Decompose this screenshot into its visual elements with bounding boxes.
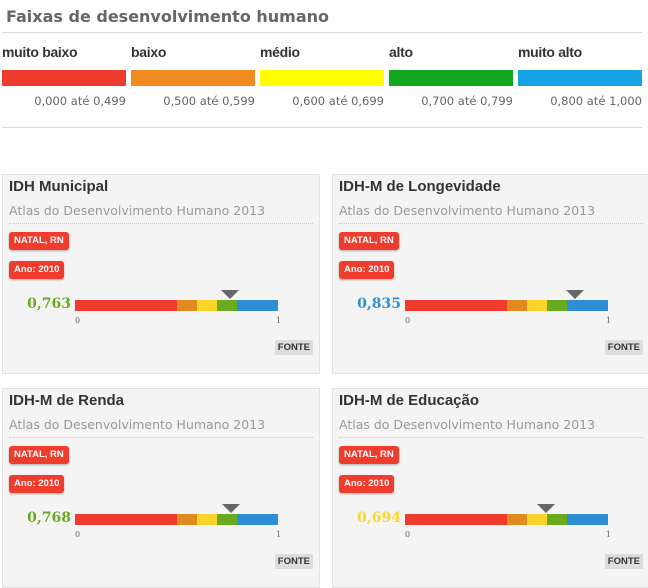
band-range: 0,800 até 1,000 bbox=[550, 94, 642, 108]
gauge-segment-medio bbox=[526, 514, 548, 525]
gauge-min-label: 0 bbox=[75, 316, 81, 325]
gauge-segment-medio bbox=[526, 300, 548, 311]
gauge-segment-muito-alto bbox=[567, 514, 608, 525]
year-badge[interactable]: Ano: 2010 bbox=[339, 475, 395, 493]
idh-value: 0,835 bbox=[357, 296, 401, 312]
band-name: muito alto bbox=[518, 44, 582, 60]
gauge-segment-alto bbox=[217, 300, 238, 311]
card-idh-renda: IDH-M de Renda Atlas do Desenvolvimento … bbox=[2, 388, 320, 588]
gauge-min-label: 0 bbox=[75, 530, 81, 539]
source-button[interactable]: FONTE bbox=[604, 554, 643, 569]
band-color-bar bbox=[389, 70, 513, 86]
gauge-max-label: 1 bbox=[606, 530, 612, 539]
card-title: IDH Municipal bbox=[9, 178, 109, 195]
gauge-segment-muito-alto bbox=[237, 514, 278, 525]
location-badge[interactable]: NATAL, RN bbox=[9, 232, 69, 250]
year-badge[interactable]: Ano: 2010 bbox=[9, 261, 65, 279]
legend-divider-bottom bbox=[2, 127, 642, 128]
gauge-max-label: 1 bbox=[276, 316, 282, 325]
location-badge[interactable]: NATAL, RN bbox=[9, 446, 69, 464]
gauge-segment-muito-baixo bbox=[405, 514, 507, 525]
idh-gauge bbox=[75, 514, 278, 525]
gauge-min-label: 0 bbox=[405, 530, 411, 539]
gauge-min-label: 0 bbox=[405, 316, 411, 325]
source-button[interactable]: FONTE bbox=[274, 554, 313, 569]
location-badge[interactable]: NATAL, RN bbox=[339, 232, 399, 250]
band-name: médio bbox=[260, 44, 300, 60]
gauge-segment-medio bbox=[196, 514, 218, 525]
year-badge[interactable]: Ano: 2010 bbox=[339, 261, 395, 279]
gauge-segment-alto bbox=[217, 514, 238, 525]
gauge-segment-muito-baixo bbox=[405, 300, 507, 311]
band-range: 0,700 até 0,799 bbox=[421, 94, 513, 108]
band-range: 0,600 até 0,699 bbox=[292, 94, 384, 108]
band-color-bar bbox=[260, 70, 384, 86]
gauge-marker-icon bbox=[220, 290, 239, 299]
gauge-segment-baixo bbox=[506, 514, 527, 525]
band-name: alto bbox=[389, 44, 413, 60]
location-badge[interactable]: NATAL, RN bbox=[339, 446, 399, 464]
card-title: IDH-M de Renda bbox=[9, 392, 125, 409]
band-medio: médio 0,600 até 0,699 bbox=[260, 42, 384, 108]
band-name: baixo bbox=[131, 44, 167, 60]
band-range: 0,500 até 0,599 bbox=[163, 94, 255, 108]
card-idh-educacao: IDH-M de Educação Atlas do Desenvolvimen… bbox=[332, 388, 648, 588]
gauge-marker-icon bbox=[221, 504, 240, 513]
source-button[interactable]: FONTE bbox=[604, 340, 643, 355]
card-idh-longevidade: IDH-M de Longevidade Atlas do Desenvolvi… bbox=[332, 174, 648, 374]
band-color-bar bbox=[2, 70, 126, 86]
card-subtitle: Atlas do Desenvolvimento Humano 2013 bbox=[9, 203, 313, 224]
gauge-segment-medio bbox=[196, 300, 218, 311]
gauge-segment-muito-alto bbox=[237, 300, 278, 311]
band-baixo: baixo 0,500 até 0,599 bbox=[131, 42, 255, 108]
idh-value: 0,763 bbox=[27, 296, 71, 312]
gauge-segment-alto bbox=[547, 514, 568, 525]
card-subtitle: Atlas do Desenvolvimento Humano 2013 bbox=[339, 203, 643, 224]
year-badge[interactable]: Ano: 2010 bbox=[9, 475, 65, 493]
band-color-bar bbox=[131, 70, 255, 86]
card-title: IDH-M de Longevidade bbox=[339, 178, 501, 195]
gauge-segment-alto bbox=[547, 300, 568, 311]
band-muito-alto: muito alto 0,800 até 1,000 bbox=[518, 42, 642, 108]
card-idh-municipal: IDH Municipal Atlas do Desenvolvimento H… bbox=[2, 174, 320, 374]
card-subtitle: Atlas do Desenvolvimento Humano 2013 bbox=[9, 417, 313, 438]
legend-title: Faixas de desenvolvimento humano bbox=[6, 7, 330, 26]
gauge-segment-muito-alto bbox=[567, 300, 608, 311]
legend-divider-top bbox=[2, 32, 642, 33]
idh-value: 0,694 bbox=[357, 510, 401, 526]
card-subtitle: Atlas do Desenvolvimento Humano 2013 bbox=[339, 417, 643, 438]
gauge-marker-icon bbox=[565, 290, 584, 299]
source-button[interactable]: FONTE bbox=[274, 340, 313, 355]
idh-gauge bbox=[405, 514, 608, 525]
band-range: 0,000 até 0,499 bbox=[34, 94, 126, 108]
band-name: muito baixo bbox=[2, 44, 78, 60]
gauge-segment-baixo bbox=[176, 514, 197, 525]
gauge-segment-muito-baixo bbox=[75, 514, 177, 525]
gauge-segment-muito-baixo bbox=[75, 300, 177, 311]
gauge-max-label: 1 bbox=[276, 530, 282, 539]
band-alto: alto 0,700 até 0,799 bbox=[389, 42, 513, 108]
band-color-bar bbox=[518, 70, 642, 86]
band-muito-baixo: muito baixo 0,000 até 0,499 bbox=[2, 42, 126, 108]
idh-gauge bbox=[75, 300, 278, 311]
gauge-marker-icon bbox=[536, 504, 555, 513]
idh-gauge bbox=[405, 300, 608, 311]
gauge-max-label: 1 bbox=[606, 316, 612, 325]
gauge-segment-baixo bbox=[506, 300, 527, 311]
idh-value: 0,768 bbox=[27, 510, 71, 526]
card-title: IDH-M de Educação bbox=[339, 392, 480, 409]
gauge-segment-baixo bbox=[176, 300, 197, 311]
